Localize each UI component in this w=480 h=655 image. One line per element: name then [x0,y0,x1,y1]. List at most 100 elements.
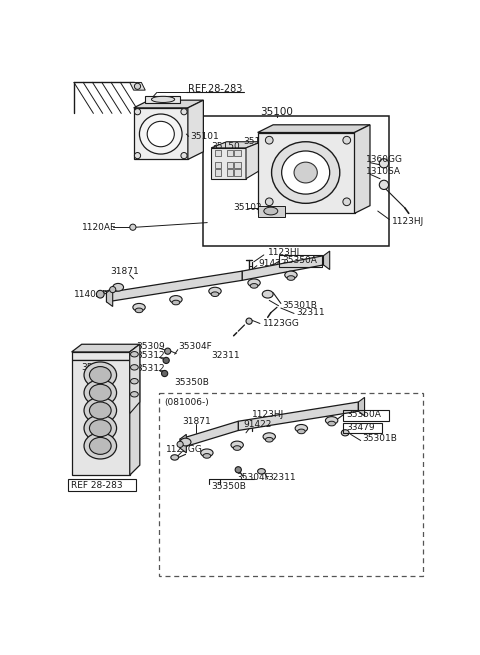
Polygon shape [133,100,204,108]
Circle shape [177,441,183,447]
Ellipse shape [131,392,138,397]
Polygon shape [133,108,188,159]
Text: 35304F: 35304F [178,342,212,351]
Text: 1310SA: 1310SA [366,166,401,176]
Polygon shape [180,434,186,453]
Bar [227,170,233,176]
Text: 35301B: 35301B [362,434,397,443]
Ellipse shape [265,438,273,442]
Polygon shape [324,251,330,270]
Ellipse shape [133,303,145,311]
Text: 1123GG: 1123GG [263,319,300,328]
Ellipse shape [135,308,143,312]
Bar [215,162,221,168]
Ellipse shape [264,207,278,215]
Circle shape [343,136,350,144]
Text: 1123HJ: 1123HJ [268,248,300,257]
Circle shape [163,358,169,364]
Ellipse shape [139,114,182,154]
Ellipse shape [84,415,117,441]
Ellipse shape [147,121,174,147]
Ellipse shape [84,380,117,406]
Text: REF.28-283: REF.28-283 [188,84,242,94]
Text: 35102: 35102 [234,204,262,212]
Ellipse shape [203,454,211,458]
Ellipse shape [294,162,317,183]
Ellipse shape [262,290,273,298]
Text: 1360GG: 1360GG [366,155,403,164]
Text: 35309: 35309 [136,342,165,351]
Ellipse shape [258,468,265,474]
Polygon shape [130,345,140,413]
Ellipse shape [272,141,340,203]
Text: 35100: 35100 [261,107,293,117]
Circle shape [134,153,141,159]
Bar [159,393,423,576]
Circle shape [134,109,141,115]
Bar [227,162,233,168]
Circle shape [379,180,389,189]
Bar [343,409,389,421]
Circle shape [265,136,273,144]
Polygon shape [238,402,359,430]
Ellipse shape [211,292,219,297]
Circle shape [130,224,136,231]
Polygon shape [145,96,180,103]
Text: 32311: 32311 [211,351,240,360]
Bar [234,162,240,168]
Circle shape [96,290,104,298]
Polygon shape [107,271,242,302]
Polygon shape [246,141,262,179]
Ellipse shape [325,417,338,424]
Ellipse shape [131,352,138,357]
Polygon shape [72,345,140,352]
Text: 35312: 35312 [136,351,165,360]
Circle shape [181,109,187,115]
Circle shape [379,159,389,168]
Text: 35350B: 35350B [211,482,246,491]
Ellipse shape [89,402,111,419]
Polygon shape [107,288,113,307]
Ellipse shape [298,429,305,434]
Text: (081006-): (081006-) [165,398,209,407]
Bar [215,150,221,157]
Polygon shape [258,206,285,217]
Polygon shape [130,345,140,475]
Ellipse shape [287,276,295,280]
Circle shape [162,371,168,377]
Bar [343,422,382,433]
Text: 31871: 31871 [182,417,211,426]
Ellipse shape [84,362,117,388]
Bar [279,255,322,267]
Ellipse shape [180,438,191,446]
Ellipse shape [263,433,276,441]
Ellipse shape [341,430,349,436]
Ellipse shape [84,433,117,459]
Polygon shape [188,100,204,159]
Bar [234,150,240,157]
Ellipse shape [89,384,111,402]
Ellipse shape [131,365,138,370]
Text: 35101: 35101 [190,132,219,141]
Ellipse shape [201,449,213,457]
Ellipse shape [250,284,258,288]
Ellipse shape [231,441,243,449]
Text: 31871: 31871 [110,267,139,276]
Text: 35304F: 35304F [237,473,270,482]
Polygon shape [130,83,145,90]
Circle shape [247,271,252,275]
Circle shape [343,198,350,206]
Text: 35350A: 35350A [347,410,382,419]
Ellipse shape [209,288,221,295]
Circle shape [134,83,141,89]
Ellipse shape [233,446,241,451]
Polygon shape [359,398,365,416]
Polygon shape [258,125,370,132]
Polygon shape [258,132,355,214]
Bar [68,479,136,491]
Ellipse shape [170,295,182,303]
Text: 35310: 35310 [82,363,110,372]
Text: 1123GG: 1123GG [166,445,203,454]
Text: 35312: 35312 [136,364,165,373]
Ellipse shape [152,96,175,102]
